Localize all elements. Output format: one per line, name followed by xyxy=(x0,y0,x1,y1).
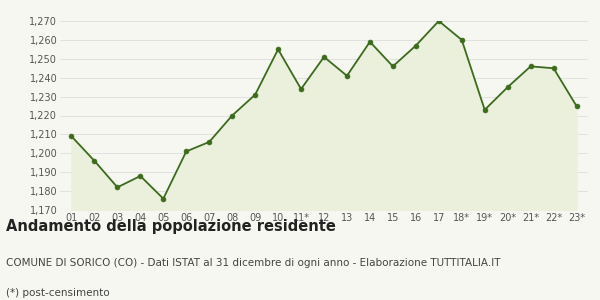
Text: COMUNE DI SORICO (CO) - Dati ISTAT al 31 dicembre di ogni anno - Elaborazione TU: COMUNE DI SORICO (CO) - Dati ISTAT al 31… xyxy=(6,258,500,268)
Text: (*) post-censimento: (*) post-censimento xyxy=(6,288,110,298)
Text: Andamento della popolazione residente: Andamento della popolazione residente xyxy=(6,219,336,234)
